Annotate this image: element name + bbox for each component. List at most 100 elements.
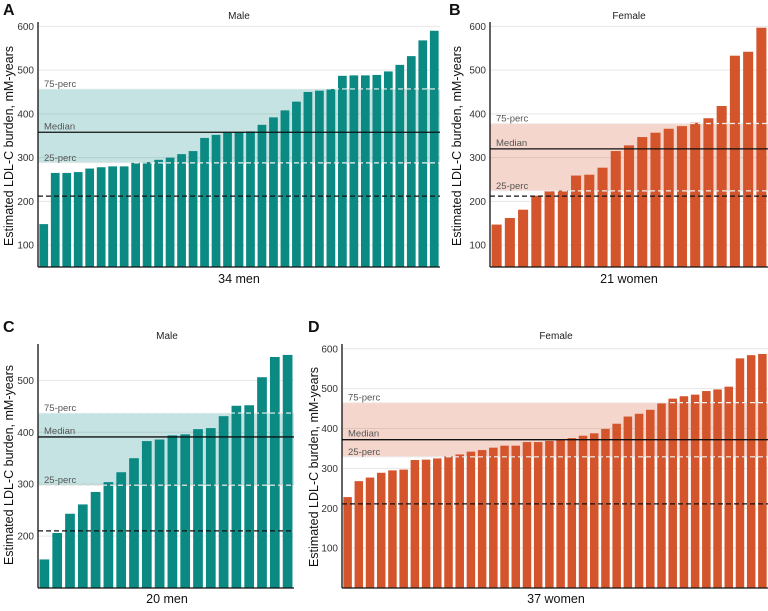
panel-c-bar	[39, 559, 50, 588]
panel-d-bar	[623, 416, 633, 588]
panel-d-bar	[365, 477, 375, 588]
panel-a-bar	[39, 224, 49, 267]
panel-c-p25-label: 25-perc	[44, 475, 76, 486]
panel-c-p75-label: 75-perc	[44, 403, 76, 414]
panel-a-bar	[326, 88, 336, 267]
panel-b-bar	[584, 174, 595, 267]
panel-c-bar	[90, 491, 101, 588]
panel-c-bar	[218, 416, 229, 588]
panel-d-bar	[601, 428, 610, 588]
panel-d-bar	[578, 435, 588, 588]
panel-d-title: Female	[539, 331, 573, 342]
panel-d-bar	[758, 353, 767, 588]
panel-b-bar	[690, 122, 701, 267]
panel-c-interquartile-band	[38, 413, 294, 486]
panel-a-y-tick-label: 100	[17, 241, 34, 252]
panel-b-title: Female	[612, 11, 646, 22]
panel-b-y-tick-label: 200	[469, 197, 486, 208]
panel-d-bar	[466, 451, 476, 588]
panel-d-p75-label: 75-perc	[348, 393, 380, 404]
panel-d-bar	[556, 439, 565, 588]
panel-b-bar	[571, 175, 582, 267]
panel-a-bar	[200, 137, 209, 267]
panel-a-bar	[188, 151, 198, 267]
panel-c-bar	[244, 405, 255, 588]
panel-a-y-tick-label: 200	[17, 197, 34, 208]
panel-b-y-tick-label: 400	[469, 109, 486, 120]
panel-a-bar	[383, 71, 393, 267]
panel-d-bar	[724, 386, 734, 588]
panel-c: C Male Estimated LDL-C burden, mM-years …	[2, 319, 294, 606]
panel-d-bar	[511, 445, 521, 588]
panel-d-bar	[354, 481, 364, 588]
panel-d-bar	[343, 497, 352, 588]
panel-c-y-tick-label: 300	[17, 480, 34, 491]
panel-a-bar	[315, 90, 324, 267]
panel-b-bar	[637, 137, 648, 267]
panel-b-y-axis-label: Estimated LDL-C burden, mM-years	[450, 46, 464, 246]
panel-b-letter: B	[449, 2, 461, 19]
panel-c-y-tick-label: 500	[17, 376, 34, 387]
panel-b-bar	[650, 132, 661, 267]
panel-a-bar	[372, 74, 382, 267]
panel-a-y-tick-label: 300	[17, 153, 34, 164]
panel-a-y-tick-label: 500	[17, 66, 34, 77]
panel-d-letter: D	[308, 319, 320, 336]
panel-a-bar	[338, 75, 347, 267]
panel-d-bar	[679, 396, 689, 588]
panel-a-bar	[269, 117, 278, 267]
panel-a-bar	[154, 159, 163, 267]
panel-b-bar	[491, 224, 502, 267]
panel-c-bar	[167, 435, 178, 588]
panel-c-bar	[269, 356, 280, 588]
panel-d-bar	[522, 442, 532, 588]
panel-c-y-tick-label: 400	[17, 428, 34, 439]
panel-b-bar	[743, 51, 754, 267]
panel-b-bar	[663, 128, 674, 267]
panel-d-bar	[668, 398, 677, 588]
panel-a-bar	[119, 166, 129, 267]
panel-b-bar	[610, 151, 621, 267]
panel-c-bar	[257, 377, 267, 588]
panel-d-bar	[690, 394, 700, 588]
panel-b-y-tick-label: 100	[469, 241, 486, 252]
panel-b-y-tick-label: 500	[469, 66, 486, 77]
panel-a-bar	[303, 92, 313, 267]
panel-d-bar	[646, 409, 655, 588]
panel-a-p75-label: 75-perc	[44, 79, 76, 90]
panel-d-bar	[410, 460, 420, 588]
panel-b-y-tick-label: 600	[469, 22, 486, 33]
panel-d-y-tick-label: 100	[321, 544, 338, 555]
panel-c-y-tick-label: 200	[17, 532, 34, 543]
panel-d-bar	[533, 442, 543, 588]
panel-d-p25-label: 25-perc	[348, 447, 380, 458]
panel-d-y-tick-label: 200	[321, 504, 338, 515]
panel-b-x-axis-label: 21 women	[600, 272, 658, 286]
panel-d: D Female Estimated LDL-C burden, mM-year…	[307, 319, 768, 606]
panel-d-y-tick-label: 500	[321, 384, 338, 395]
panel-c-letter: C	[3, 319, 15, 336]
panel-d-bar	[444, 456, 453, 588]
panel-b-bar	[597, 167, 608, 267]
panel-d-bar	[657, 403, 666, 588]
panel-a-bar	[85, 168, 95, 267]
panel-a-bar	[108, 166, 118, 267]
panel-d-bar	[589, 433, 599, 588]
panel-a-bar	[429, 30, 439, 267]
panel-a-bar	[50, 172, 60, 267]
panel-b-bar	[518, 209, 529, 267]
panel-a-bar	[292, 101, 301, 267]
panel-a-y-axis-label: Estimated LDL-C burden, mM-years	[2, 46, 16, 246]
panel-c-bar	[65, 513, 75, 588]
panel-b: B Female Estimated LDL-C burden, mM-year…	[449, 2, 768, 286]
panel-d-bar	[567, 438, 577, 588]
panel-b-bar	[557, 190, 568, 267]
panel-a-bar	[142, 162, 152, 267]
panel-d-x-axis-label: 37 women	[527, 592, 585, 606]
panel-b-bar	[729, 55, 740, 267]
panel-d-median-label: Median	[348, 429, 379, 440]
panel-d-bar	[376, 472, 386, 588]
panel-c-bar	[193, 429, 203, 588]
panel-a-bar	[73, 172, 83, 267]
